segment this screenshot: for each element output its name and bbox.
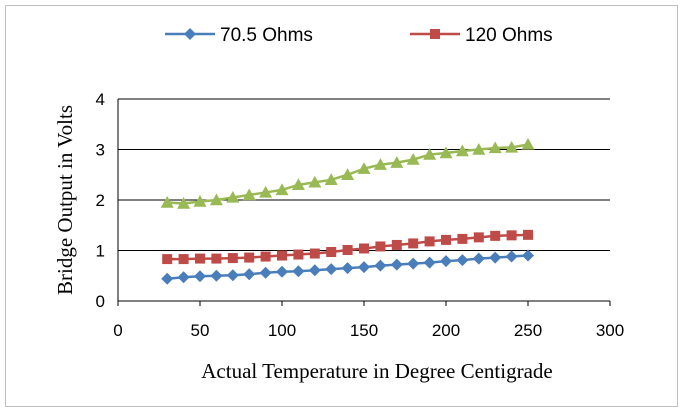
data-point — [309, 248, 320, 259]
data-point — [324, 173, 338, 185]
y-axis-title: Bridge Output in Volts — [53, 105, 77, 295]
x-tick-label: 250 — [514, 321, 542, 340]
data-point — [291, 178, 305, 191]
data-point — [277, 250, 287, 261]
tick-labels: 0 1 2 3 4 0 50 100 150 200 250 300 — [96, 90, 625, 340]
data-point — [341, 168, 355, 180]
data-point — [260, 251, 271, 262]
data-point — [161, 272, 174, 285]
x-tick-label: 300 — [596, 321, 624, 340]
data-point — [326, 247, 337, 258]
data-point — [308, 175, 322, 188]
data-point — [194, 270, 206, 283]
data-point — [276, 265, 288, 278]
data-point — [242, 188, 256, 201]
series-layer — [160, 137, 535, 285]
data-point — [193, 195, 207, 207]
data-point — [521, 137, 535, 150]
data-point — [210, 269, 223, 282]
y-tick-label: 2 — [96, 191, 105, 210]
data-point — [226, 269, 239, 282]
data-point — [162, 254, 173, 265]
x-tick-label: 200 — [432, 321, 460, 340]
data-point — [195, 253, 205, 264]
data-point — [359, 243, 369, 254]
data-point — [209, 193, 223, 206]
data-point — [325, 263, 338, 276]
data-point — [244, 252, 255, 263]
data-point — [455, 144, 469, 157]
data-point — [160, 196, 174, 208]
data-point — [275, 183, 289, 196]
axes — [117, 99, 611, 306]
data-point — [523, 229, 533, 240]
data-point — [390, 258, 403, 271]
data-point — [506, 230, 517, 241]
data-point — [178, 254, 189, 265]
legend: 70.5 Ohms 120 Ohms — [165, 25, 553, 46]
data-point — [243, 268, 256, 281]
square-marker-icon — [430, 29, 440, 39]
diamond-marker-icon — [184, 28, 196, 40]
data-point — [505, 250, 518, 263]
data-point — [391, 239, 402, 250]
data-point — [457, 233, 468, 244]
x-tick-label: 0 — [113, 321, 122, 340]
data-point — [522, 249, 534, 262]
data-point — [441, 234, 451, 245]
data-point — [424, 236, 435, 247]
data-point — [472, 252, 485, 265]
data-point — [341, 262, 354, 275]
data-point — [440, 255, 452, 268]
data-point — [293, 249, 304, 260]
y-tick-label: 4 — [96, 90, 105, 109]
data-point — [408, 238, 419, 249]
data-point — [488, 141, 502, 154]
data-point — [472, 143, 486, 155]
data-point — [456, 254, 469, 267]
data-point — [211, 253, 222, 264]
series-1 — [161, 249, 534, 285]
y-tick-label: 3 — [96, 141, 105, 160]
x-axis-title: Actual Temperature in Degree Centigrade — [201, 359, 552, 383]
legend-label: 70.5 Ohms — [220, 25, 313, 46]
data-point — [373, 158, 387, 170]
data-point — [505, 140, 519, 153]
x-tick-label: 50 — [191, 321, 210, 340]
data-point — [358, 261, 370, 274]
gridlines — [118, 98, 610, 251]
data-point — [490, 230, 501, 241]
data-point — [439, 146, 453, 159]
data-point — [375, 241, 386, 252]
y-tick-label: 0 — [96, 292, 105, 311]
x-tick-label: 150 — [350, 321, 378, 340]
data-point — [423, 148, 437, 160]
data-point — [473, 232, 484, 243]
data-point — [177, 271, 190, 284]
data-point — [489, 251, 502, 264]
data-point — [357, 162, 371, 174]
data-point — [292, 265, 305, 278]
data-point — [390, 156, 404, 168]
legend-label: 120 Ohms — [465, 25, 553, 46]
data-point — [406, 153, 420, 165]
chart-frame — [5, 5, 678, 407]
series-2 — [162, 229, 533, 265]
data-point — [227, 253, 238, 264]
data-point — [423, 256, 436, 269]
data-point — [259, 266, 272, 279]
data-point — [374, 259, 387, 272]
legend-entry: 120 Ohms — [410, 25, 553, 46]
data-point — [259, 185, 273, 198]
data-point — [177, 197, 191, 209]
y-tick-label: 1 — [96, 242, 105, 261]
data-point — [226, 190, 240, 203]
x-tick-label: 100 — [268, 321, 296, 340]
series-3 — [160, 137, 535, 209]
data-point — [308, 264, 321, 277]
data-point — [407, 257, 420, 270]
legend-entry: 70.5 Ohms — [165, 25, 313, 46]
data-point — [342, 244, 353, 255]
